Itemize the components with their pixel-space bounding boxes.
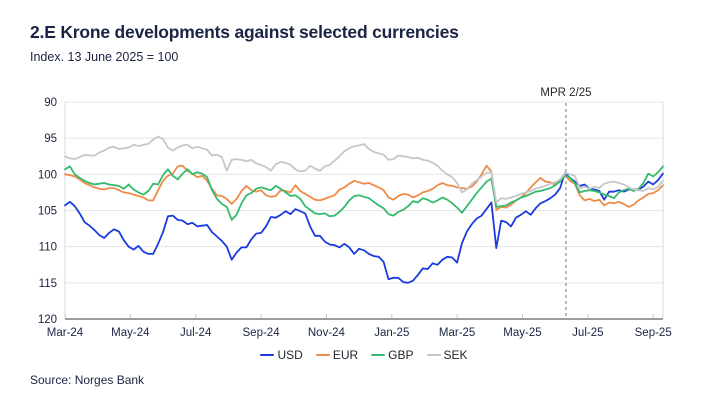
x-axis-tick-label: May-24	[111, 327, 150, 339]
legend-item-sek: SEK	[426, 348, 468, 362]
y-axis-tick-label: 90	[44, 97, 57, 109]
series-line-usd	[64, 171, 664, 284]
chart-subtitle: Index. 13 June 2025 = 100	[30, 50, 179, 64]
series-line-gbp	[64, 165, 664, 221]
series-line-eur	[64, 164, 664, 211]
mpr-annotation-label: MPR 2/25	[540, 87, 592, 99]
legend-swatch-eur	[315, 353, 330, 357]
x-axis-tick-label: Mar-25	[439, 327, 475, 339]
legend-item-eur: EUR	[315, 348, 359, 362]
y-axis-tick-label: 105	[38, 206, 57, 218]
y-axis-tick-label: 95	[44, 133, 57, 145]
y-axis-tick-label: 110	[39, 242, 57, 254]
x-axis-tick-label: Sep-24	[243, 327, 281, 339]
x-axis-tick-label: Jul-24	[180, 327, 212, 339]
x-axis-tick-label: May-25	[503, 327, 541, 339]
series-line-sek	[64, 135, 664, 204]
legend-label-gbp: GBP	[388, 348, 414, 362]
source-note: Source: Norges Bank	[30, 373, 145, 387]
y-axis-tick-label: 100	[38, 169, 57, 181]
legend-item-usd: USD	[260, 348, 303, 362]
y-axis-tick-label: 115	[39, 278, 57, 290]
chart-legend: USD EUR GBP SEK	[65, 348, 663, 362]
legend-label-sek: SEK	[443, 348, 468, 362]
x-axis-tick-label: Jul-25	[572, 327, 603, 339]
x-axis-tick-label: Sep-25	[635, 327, 672, 339]
x-axis-tick-label: Nov-24	[308, 327, 346, 339]
y-axis-tick-label: 120	[38, 314, 57, 326]
legend-label-eur: EUR	[332, 348, 359, 362]
legend-swatch-gbp	[371, 353, 386, 357]
x-axis-tick-label: Jan-25	[374, 327, 409, 339]
x-axis-tick-label: Mar-24	[47, 327, 84, 339]
legend-label-usd: USD	[277, 348, 303, 362]
legend-item-gbp: GBP	[371, 348, 414, 362]
chart-title: 2.E Krone developments against selected …	[30, 22, 459, 42]
legend-swatch-usd	[260, 353, 275, 357]
legend-swatch-sek	[426, 353, 441, 357]
